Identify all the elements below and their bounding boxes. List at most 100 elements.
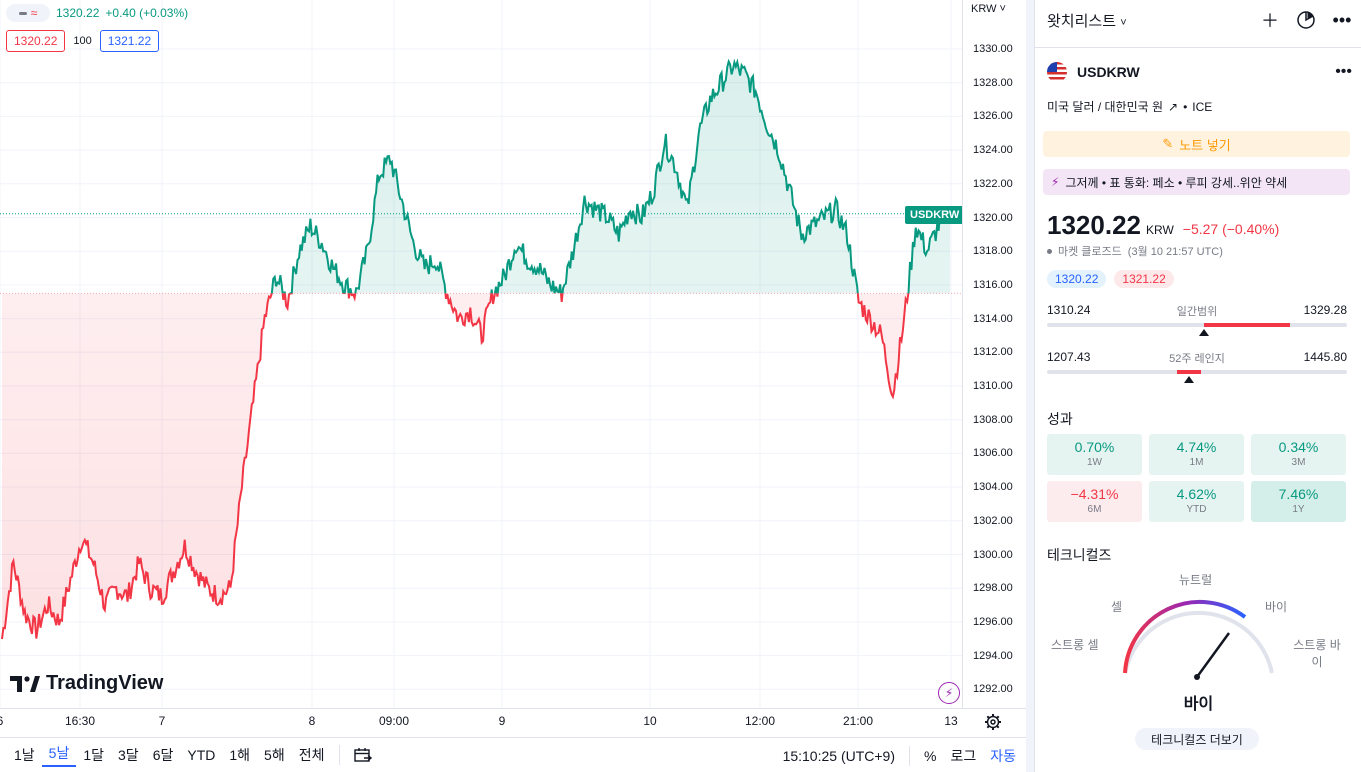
calendar-goto-icon[interactable]: [354, 747, 373, 763]
price-tick-label: 1320.00: [973, 211, 1013, 224]
price-tick-label: 1310.00: [973, 380, 1013, 392]
legend-change: +0.40 (+0.03%): [105, 6, 189, 20]
logo-text: TradingView: [46, 672, 164, 694]
price-tick-label: 1318.00: [973, 245, 1013, 258]
range-button[interactable]: 1달: [83, 747, 105, 763]
performance-period: YTD: [1186, 504, 1207, 515]
day-range-low: 1310.24: [1047, 303, 1091, 317]
week52-marker: [1183, 376, 1194, 383]
symbol-name[interactable]: USDKRW: [1077, 64, 1140, 80]
range-button[interactable]: 5날: [41, 743, 77, 767]
price-tick-label: 1326.00: [973, 110, 1013, 123]
range-button[interactable]: 전체: [298, 747, 325, 763]
area-fill-down: [2, 293, 909, 639]
price-tick-label: 1322.00: [973, 177, 1013, 190]
bid-chip: 1320.22: [1047, 270, 1107, 288]
clock[interactable]: 15:10:25 (UTC+9): [782, 747, 896, 764]
performance-cell[interactable]: 7.46% 1Y: [1251, 481, 1346, 522]
gauge-strong-sell: 스트롱 셀: [1051, 638, 1099, 652]
sell-button[interactable]: 1320.22: [6, 30, 66, 52]
chevron-down-icon: ˅: [1120, 16, 1127, 29]
chart-pane[interactable]: ≈ 1320.22 +0.40 (+0.03%) 1320.22 100 132…: [0, 0, 962, 708]
legend-toggle[interactable]: ≈: [6, 4, 50, 22]
price-tick-label: 1292.00: [973, 683, 1013, 696]
panel-divider[interactable]: [1026, 0, 1034, 772]
gauge-sell: 셀: [1111, 600, 1123, 614]
watchlist-title: 왓치리스트: [1047, 12, 1117, 30]
tradingview-logo[interactable]: TradingView: [10, 672, 163, 695]
toolbar-separator: [909, 745, 911, 766]
lightning-icon: ⚡: [1051, 175, 1060, 189]
add-symbol-icon[interactable]: ＋: [1261, 11, 1279, 31]
external-link-icon[interactable]: ↗: [1168, 99, 1179, 114]
performance-cell[interactable]: 4.74% 1M: [1149, 434, 1244, 475]
watchlist-title-dropdown[interactable]: 왓치리스트 ˅: [1047, 10, 1260, 31]
header-divider: [1035, 47, 1361, 48]
area-fill-up: [2, 61, 950, 294]
day-range-track: [1047, 323, 1347, 327]
pie-chart-icon[interactable]: [1296, 10, 1316, 30]
performance-cell[interactable]: 4.62% YTD: [1149, 481, 1244, 522]
price-tick-label: 1294.00: [973, 649, 1013, 662]
time-tick-label: 9: [498, 714, 506, 728]
price-tick-label: 1312.00: [973, 346, 1013, 359]
performance-period: 1M: [1189, 457, 1204, 468]
gauge-neutral: 뉴트럴: [1179, 573, 1213, 587]
price-tick-label: 1324.00: [973, 144, 1013, 157]
axis-currency-dropdown[interactable]: KRW ˅: [971, 3, 1006, 15]
news-headline[interactable]: ⚡ 그저께 • 표 통화: 페소 • 루피 강세..위안 약세: [1043, 169, 1350, 195]
price-tick-label: 1308.00: [973, 413, 1013, 426]
date-range-buttons: 1날 5날 1달 3달 6달 YTD 1해 5해 전체: [0, 743, 331, 767]
performance-cell[interactable]: 0.34% 3M: [1251, 434, 1346, 475]
price-block: 1320.22 KRW −5.27 (−0.40%): [1047, 210, 1279, 241]
percent-toggle[interactable]: %: [924, 747, 937, 764]
technicals-result: 바이: [1183, 696, 1214, 713]
more-options-icon[interactable]: •••: [1332, 9, 1352, 30]
day-range-fill: [1204, 323, 1290, 327]
price-tick-label: 1300.00: [973, 548, 1013, 561]
price-chart[interactable]: [0, 0, 962, 708]
auto-scale-toggle[interactable]: 자동: [990, 747, 1016, 764]
range-button[interactable]: 1해: [229, 747, 251, 763]
add-note-button[interactable]: ✎ 노트 넣기: [1043, 131, 1350, 157]
range-button[interactable]: 1날: [14, 747, 35, 763]
performance-period: 6M: [1087, 504, 1102, 515]
performance-cell[interactable]: −4.31% 6M: [1047, 481, 1142, 522]
symbol-description-text[interactable]: 미국 달러 / 대한민국 원: [1047, 100, 1164, 114]
price-axis[interactable]: KRW ˅ 1330.00 1328.00 1326.00 1324.00 1322.0…: [962, 0, 1026, 708]
day-range-label: 일간범위: [1176, 306, 1218, 318]
time-tick-label: 7: [158, 714, 166, 728]
lightning-icon[interactable]: ⚡: [938, 682, 960, 704]
performance-cell[interactable]: 0.70% 1W: [1047, 434, 1142, 475]
gauge-svg: [1123, 599, 1274, 680]
price-tick-label: 1328.00: [973, 76, 1013, 89]
tradingview-logo-icon: [10, 675, 40, 692]
price-tick-label: 1302.00: [973, 514, 1013, 527]
us-flag-icon: [1047, 62, 1067, 82]
price-tick-label: 1296.00: [973, 615, 1013, 628]
exchange-name: ICE: [1192, 99, 1213, 114]
time-tick-label: 13: [944, 714, 958, 728]
legend-price: 1320.22: [56, 6, 100, 20]
range-button[interactable]: YTD: [187, 747, 216, 763]
series-line-up: [270, 58, 951, 294]
range-button[interactable]: 3달: [118, 747, 139, 763]
range-button[interactable]: 5해: [264, 747, 285, 763]
ask-chip: 1321.22: [1114, 270, 1174, 288]
price-tick-label: 1314.00: [973, 312, 1013, 325]
symbol-description: 미국 달러 / 대한민국 원 ↗ • ICE: [1047, 98, 1212, 115]
gear-icon[interactable]: [984, 713, 1002, 731]
symbol-more-icon[interactable]: •••: [1335, 63, 1352, 80]
spread-value: 100: [73, 35, 92, 47]
price-tick-label: 1304.00: [973, 481, 1013, 494]
log-toggle[interactable]: 로그: [950, 747, 977, 764]
week52-low: 1207.43: [1047, 350, 1091, 364]
buy-button[interactable]: 1321.22: [99, 30, 160, 52]
time-axis[interactable]: 6 16:30 7 8 09:00 9 10 12:00 21:00 13: [0, 708, 1026, 736]
time-tick-label: 21:00: [842, 714, 874, 728]
gauge-needle: [1195, 632, 1231, 678]
range-button[interactable]: 6달: [152, 747, 174, 763]
more-technicals-button[interactable]: 테크니컬즈 더보기: [1135, 728, 1259, 750]
market-time: (3월 10 21:57 UTC): [1127, 246, 1223, 258]
